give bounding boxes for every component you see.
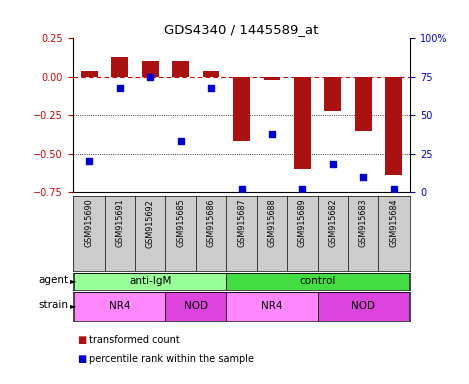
Text: NOD: NOD xyxy=(351,301,375,311)
Text: GSM915684: GSM915684 xyxy=(389,199,398,247)
Title: GDS4340 / 1445589_at: GDS4340 / 1445589_at xyxy=(164,23,319,36)
Text: GSM915691: GSM915691 xyxy=(115,199,124,247)
Point xyxy=(238,186,245,192)
Text: NOD: NOD xyxy=(184,301,208,311)
Bar xyxy=(294,77,311,169)
Point xyxy=(359,174,367,180)
Text: transformed count: transformed count xyxy=(89,335,180,345)
Text: NR4: NR4 xyxy=(109,301,130,311)
Text: ■: ■ xyxy=(77,354,87,364)
Text: percentile rank within the sample: percentile rank within the sample xyxy=(89,354,254,364)
Bar xyxy=(203,71,219,77)
Text: strain: strain xyxy=(38,300,68,310)
Text: anti-IgM: anti-IgM xyxy=(129,276,172,286)
Bar xyxy=(112,57,128,77)
Point xyxy=(86,158,93,164)
Text: GSM915687: GSM915687 xyxy=(237,199,246,247)
Text: GSM915692: GSM915692 xyxy=(146,199,155,248)
Text: GSM915688: GSM915688 xyxy=(267,199,276,247)
Bar xyxy=(385,77,402,175)
Point xyxy=(207,84,215,91)
Bar xyxy=(233,77,250,141)
Bar xyxy=(74,273,227,290)
Point xyxy=(146,74,154,80)
Point xyxy=(299,186,306,192)
Bar xyxy=(142,61,159,77)
Text: GSM915683: GSM915683 xyxy=(359,199,368,247)
Bar xyxy=(227,273,409,290)
Text: control: control xyxy=(299,276,336,286)
Bar xyxy=(264,77,280,80)
Bar xyxy=(81,71,98,77)
Text: NR4: NR4 xyxy=(261,301,283,311)
Bar xyxy=(318,292,409,321)
Point xyxy=(116,84,124,91)
Point xyxy=(268,131,276,137)
Text: GSM915686: GSM915686 xyxy=(207,199,216,247)
Text: agent: agent xyxy=(38,275,68,285)
Text: ►: ► xyxy=(70,301,77,310)
Bar xyxy=(325,77,341,111)
Text: GSM915685: GSM915685 xyxy=(176,199,185,247)
Text: ►: ► xyxy=(70,276,77,285)
Text: GSM915682: GSM915682 xyxy=(328,199,337,247)
Text: GSM915689: GSM915689 xyxy=(298,199,307,247)
Bar xyxy=(355,77,371,131)
Bar xyxy=(227,292,318,321)
Point xyxy=(329,161,337,167)
Text: ■: ■ xyxy=(77,335,87,345)
Point xyxy=(177,138,184,144)
Bar xyxy=(166,292,227,321)
Bar xyxy=(172,61,189,77)
Bar xyxy=(74,292,166,321)
Text: GSM915690: GSM915690 xyxy=(85,199,94,247)
Point xyxy=(390,186,397,192)
